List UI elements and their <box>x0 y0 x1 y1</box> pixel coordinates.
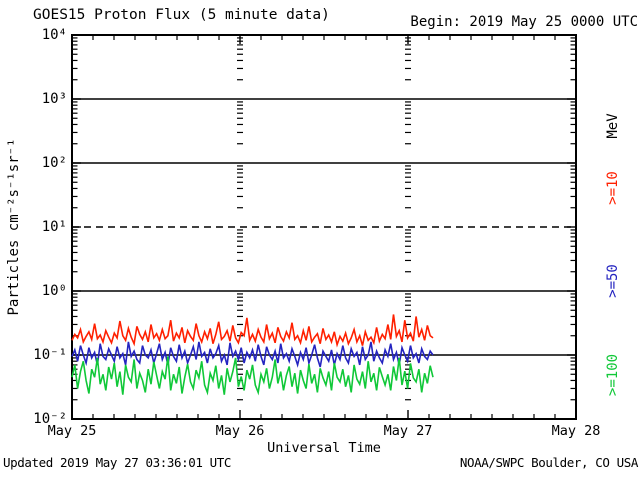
legend-ge10-label: >=10 <box>605 171 621 205</box>
updated-timestamp: Updated 2019 May 27 03:36:01 UTC <box>3 455 232 470</box>
y-tick-label-1e0: 10⁰ <box>41 283 67 299</box>
page-title: GOES15 Proton Flux (5 minute data) <box>33 7 330 23</box>
y-tick-label-1e1: 10¹ <box>41 219 67 235</box>
x-tick-label-may26: May 26 <box>215 423 265 439</box>
legend-ge100-label: >=100 <box>605 353 621 397</box>
y-tick-label-1e3: 10³ <box>41 91 67 107</box>
x-tick-label-may28: May 28 <box>551 423 601 439</box>
legend-mev-label: MeV <box>605 113 621 139</box>
y-tick-label-1e2: 10² <box>41 155 67 171</box>
source-attribution: NOAA/SWPC Boulder, CO USA <box>459 455 639 470</box>
y-tick-label-1e-2: 10⁻² <box>33 411 67 427</box>
legend-ge50-label: >=50 <box>605 264 621 298</box>
x-tick-label-may25: May 25 <box>47 423 97 439</box>
y-tick-label-1e4: 10⁴ <box>41 27 67 43</box>
x-axis-title: Universal Time <box>267 440 381 456</box>
y-tick-label-1e-1: 10⁻¹ <box>33 347 67 363</box>
x-tick-label-may27: May 27 <box>383 423 433 439</box>
begin-time-label: Begin: 2019 May 25 0000 UTC <box>410 14 638 30</box>
